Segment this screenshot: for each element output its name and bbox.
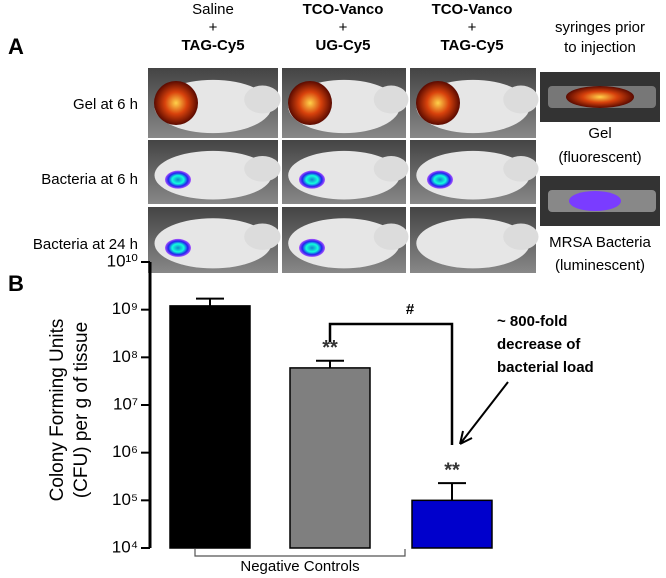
- mouse-head: [373, 85, 409, 114]
- mouse-head: [373, 223, 409, 250]
- y-tick-label: 10⁸: [112, 347, 138, 366]
- syringe-caption: Gel: [588, 125, 611, 142]
- mouse-head: [244, 223, 281, 250]
- comparison-bracket: [328, 322, 454, 445]
- error-bar: [438, 482, 466, 501]
- row-label: Gel at 6 h: [73, 96, 138, 113]
- signal: [299, 238, 325, 257]
- error-bar: [196, 297, 224, 306]
- bar: [289, 367, 371, 549]
- mouse-head: [244, 85, 281, 114]
- syringe-header: syringes prior: [555, 19, 645, 36]
- mouse-head: [503, 85, 539, 114]
- bar: [169, 305, 251, 549]
- panel-label: B: [8, 271, 24, 296]
- column-header: TCO-Vanco: [303, 1, 384, 18]
- error-bar: [316, 359, 344, 368]
- comparison-label: #: [406, 301, 415, 318]
- panel-label: A: [8, 34, 24, 59]
- significance-label: **: [322, 337, 338, 359]
- mouse-head: [373, 156, 409, 182]
- callout-text: ~ 800-fold: [497, 313, 567, 330]
- column-header: TCO-Vanco: [432, 1, 513, 18]
- mouse-head: [503, 223, 539, 250]
- y-axis-label: (CFU) per g of tissue: [71, 322, 92, 498]
- significance-label: **: [444, 459, 460, 481]
- column-header: Saline: [192, 1, 234, 18]
- signal: [165, 170, 191, 189]
- y-tick-label: 10⁹: [112, 299, 138, 318]
- mouse-head: [503, 156, 539, 182]
- syringe-header: to injection: [564, 39, 636, 56]
- callout-text: bacterial load: [497, 359, 594, 376]
- y-tick-label: 10⁶: [112, 442, 138, 461]
- column-header: TAG-Cy5: [181, 37, 244, 54]
- group-bracket: [194, 549, 406, 557]
- column-header: +: [209, 19, 218, 36]
- signal: [427, 170, 453, 189]
- column-header: +: [339, 19, 348, 36]
- signal: [154, 81, 198, 125]
- column-header: +: [468, 19, 477, 36]
- column-header: TAG-Cy5: [440, 37, 503, 54]
- syringe-caption: (luminescent): [555, 257, 645, 274]
- row-label: Bacteria at 24 h: [33, 236, 138, 253]
- mouse-images: [148, 68, 539, 273]
- syringe-caption: MRSA Bacteria: [549, 234, 651, 251]
- syringe-images: [540, 72, 660, 226]
- bar: [411, 499, 493, 549]
- y-tick-label: 10⁵: [112, 490, 138, 509]
- callout-text: decrease of: [497, 336, 581, 353]
- callout-arrow: [459, 381, 509, 445]
- row-label: Bacteria at 6 h: [41, 171, 138, 188]
- column-header: UG-Cy5: [315, 37, 370, 54]
- signal: [299, 170, 325, 189]
- signal: [165, 238, 191, 257]
- y-tick-label: 10⁴: [112, 537, 138, 556]
- bar-chart: 10⁴ 10⁵ 10⁶ 10⁷ 10⁸ 10⁹ 10¹⁰ ** ** # ~ 800-fold dec…: [107, 251, 594, 574]
- syringe-caption: (fluorescent): [558, 149, 641, 166]
- mouse-head: [244, 156, 281, 182]
- y-tick-label: 10¹⁰: [107, 251, 139, 270]
- y-axis-label: Colony Forming Units: [47, 319, 68, 502]
- signal: [416, 81, 460, 125]
- group-label: Negative Controls: [240, 558, 359, 575]
- y-tick-label: 10⁷: [113, 394, 138, 413]
- mouse-body: [416, 218, 530, 269]
- signal: [288, 81, 332, 125]
- column-headers: Saline + TAG-Cy5 TCO-Vanco + UG-Cy5 TCO-…: [181, 1, 645, 56]
